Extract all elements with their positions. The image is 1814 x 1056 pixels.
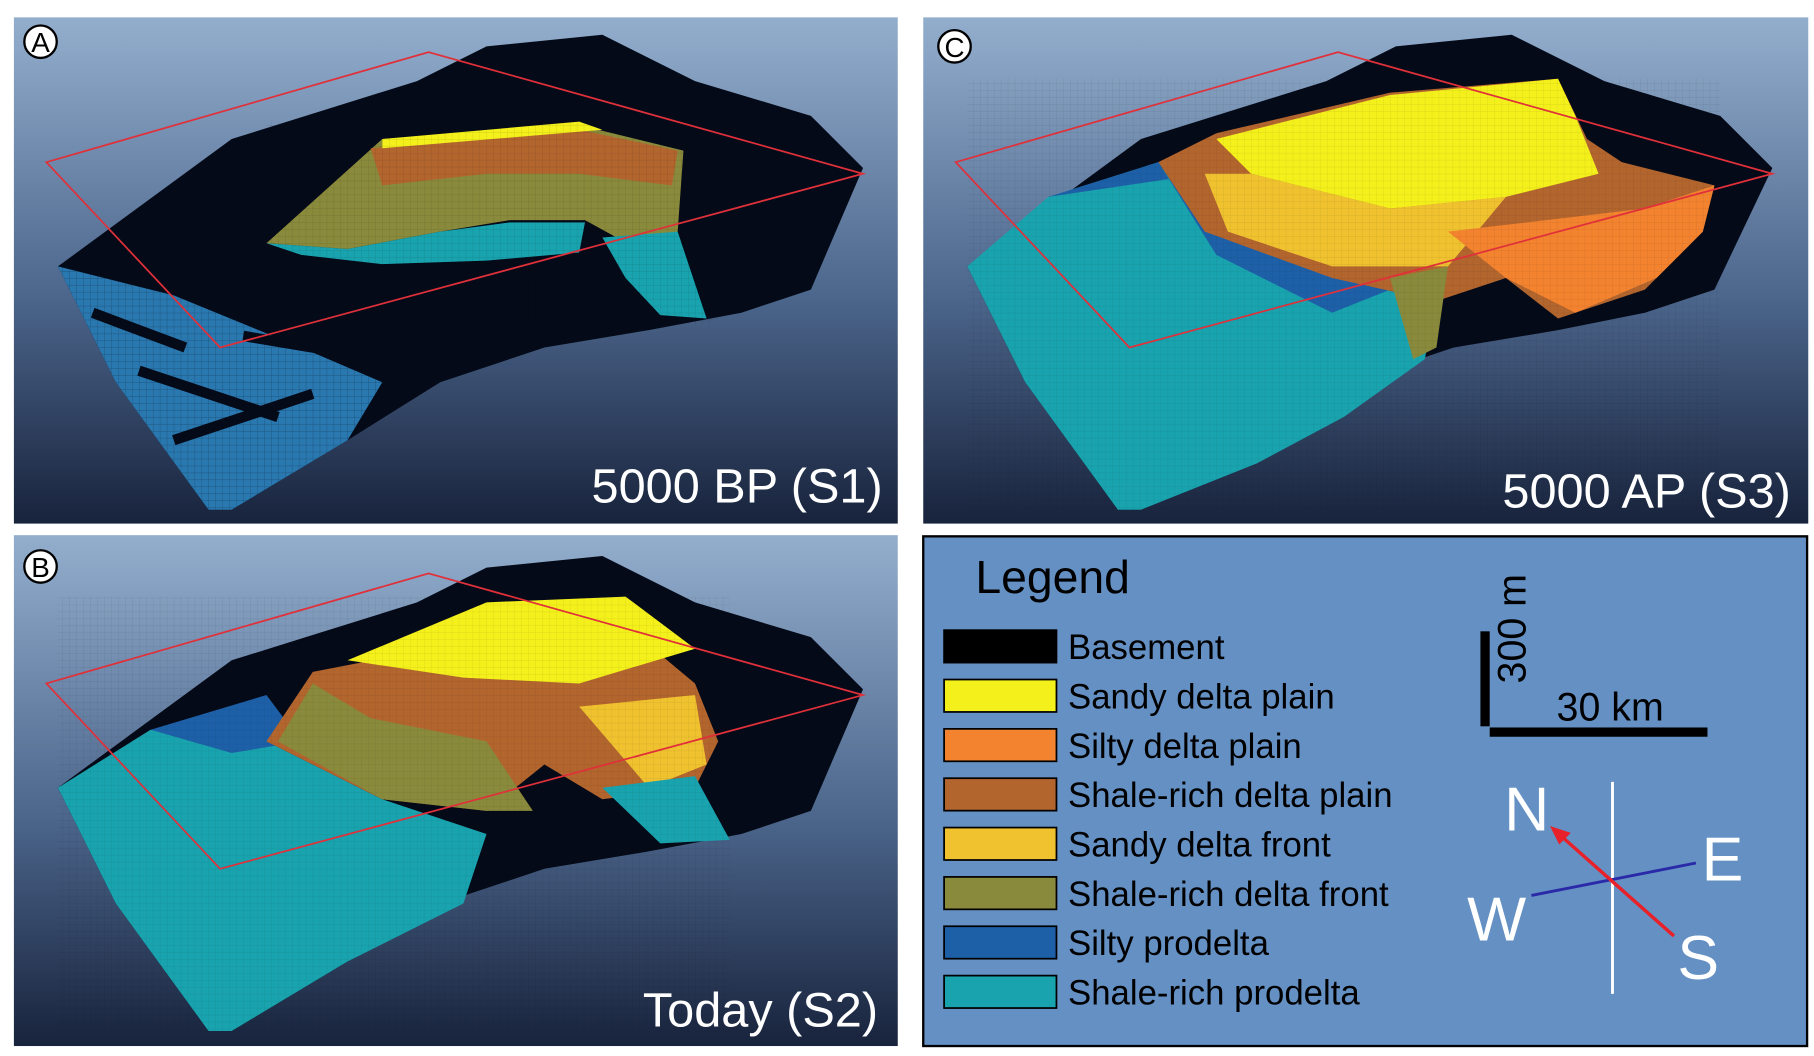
legend-swatch bbox=[943, 876, 1058, 911]
label-circle bbox=[23, 24, 58, 60]
legend-label: Silty prodelta bbox=[1068, 925, 1270, 963]
label-circle bbox=[937, 28, 972, 64]
compass: N E W S bbox=[1467, 775, 1743, 994]
compass-north: N bbox=[1504, 775, 1549, 845]
panel-caption: Today (S2) bbox=[643, 983, 878, 1037]
panel-b bbox=[13, 535, 898, 1047]
legend-swatch bbox=[943, 974, 1058, 1009]
legend-label: Sandy delta plain bbox=[1068, 678, 1335, 716]
panel-a bbox=[13, 17, 898, 524]
legend-label: Sandy delta front bbox=[1068, 827, 1331, 865]
legend-swatch bbox=[943, 629, 1058, 664]
compass-south: S bbox=[1677, 923, 1719, 993]
panel-label: A bbox=[31, 27, 50, 58]
scale-horizontal: 30 km bbox=[1557, 686, 1664, 730]
panel-label: B bbox=[31, 552, 50, 583]
legend-label: Shale-rich delta front bbox=[1068, 876, 1389, 914]
compass-west: W bbox=[1467, 885, 1526, 955]
panel-caption: 5000 BP (S1) bbox=[592, 460, 883, 514]
panel-labels: A C B 5000 BP (S1) 5000 AP (S3) Today (S… bbox=[23, 24, 1791, 1037]
panel-caption: 5000 AP (S3) bbox=[1502, 464, 1790, 518]
legend-title: Legend bbox=[975, 551, 1130, 603]
legend-swatch bbox=[943, 678, 1058, 713]
label-circle bbox=[23, 549, 58, 584]
legend-swatch bbox=[943, 727, 1058, 763]
legend-swatch bbox=[943, 777, 1058, 812]
compass-east: E bbox=[1702, 824, 1744, 894]
legend-swatch bbox=[943, 925, 1058, 960]
legend-label: Shale-rich delta plain bbox=[1068, 777, 1393, 815]
legend-label: Silty delta plain bbox=[1068, 728, 1302, 766]
panel-c bbox=[923, 17, 1809, 524]
panel-label: C bbox=[944, 32, 964, 63]
scale-vertical: 300 m bbox=[1491, 574, 1535, 683]
legend-label: Basement bbox=[1068, 629, 1225, 667]
legend-swatch bbox=[943, 826, 1058, 861]
legend-label: Shale-rich prodelta bbox=[1068, 975, 1360, 1013]
legend: Legend Basement Sandy delta plain Silty de… bbox=[922, 535, 1809, 1048]
scale-bar: 300 m 30 km bbox=[1480, 574, 1708, 737]
